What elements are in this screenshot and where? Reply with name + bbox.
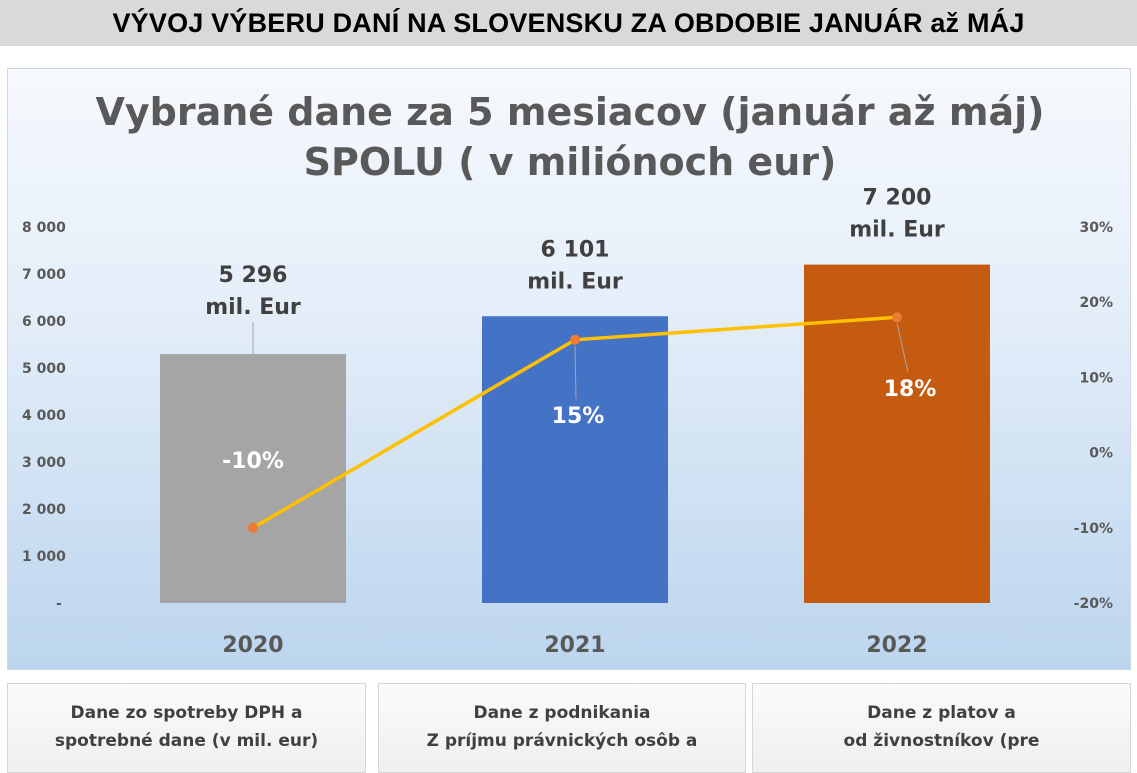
growth-point (570, 334, 580, 345)
left-axis-tick: 2 000 (22, 502, 66, 518)
left-axis-tick: 3 000 (22, 455, 66, 471)
card-wage-taxes[interactable]: Dane z platov a od živnostníkov (pre (752, 683, 1131, 773)
bar-unit-label: mil. Eur (527, 269, 623, 294)
bar-value-label: 6 101 (541, 237, 610, 262)
right-axis-tick: 0% (1089, 446, 1113, 462)
chart-title: SPOLU ( v miliónoch eur) (304, 140, 837, 184)
growth-label: -10% (222, 449, 284, 474)
category-label: 2020 (222, 633, 283, 658)
left-axis-tick: 1 000 (22, 549, 66, 565)
right-axis-tick: 30% (1079, 220, 1113, 236)
card-line: od živnostníkov (pre (843, 731, 1040, 751)
bar-value-label: 7 200 (863, 186, 932, 211)
left-axis-tick: 6 000 (22, 314, 66, 330)
page-banner-title: VÝVOJ VÝBERU DANÍ NA SLOVENSKU ZA OBDOBI… (0, 0, 1137, 46)
left-axis-tick: - (56, 596, 62, 612)
card-line: Dane z platov a (867, 703, 1016, 723)
left-axis-tick: 5 000 (22, 361, 66, 377)
combo-chart: Vybrané dane za 5 mesiacov (január až má… (22, 90, 1113, 658)
left-axis-tick: 4 000 (22, 408, 66, 424)
bar-unit-label: mil. Eur (849, 218, 945, 243)
category-label: 2022 (866, 633, 927, 658)
card-business-taxes[interactable]: Dane z podnikania Z príjmu právnických o… (378, 683, 746, 773)
growth-label: 18% (884, 377, 937, 402)
right-axis-tick: -20% (1074, 596, 1113, 612)
card-consumption-taxes[interactable]: Dane zo spotreby DPH a spotrebné dane (v… (7, 683, 366, 773)
category-label: 2021 (544, 633, 605, 658)
growth-label: 15% (552, 404, 605, 429)
chart-title: Vybrané dane za 5 mesiacov (január až má… (95, 90, 1044, 134)
right-axis-tick: 10% (1079, 370, 1113, 386)
card-line: Dane zo spotreby DPH a (70, 703, 303, 723)
left-axis-tick: 8 000 (22, 220, 66, 236)
card-line: Z príjmu právnických osôb a (426, 731, 698, 751)
right-axis-tick: 20% (1079, 295, 1113, 311)
bar-2020 (160, 354, 346, 603)
growth-point (248, 522, 258, 533)
right-axis-tick: -10% (1074, 521, 1113, 537)
left-axis-tick: 7 000 (22, 267, 66, 283)
card-line: spotrebné dane (v mil. eur) (54, 731, 319, 751)
card-line: Dane z podnikania (473, 703, 651, 723)
growth-label-leader (574, 345, 577, 400)
growth-label-leader (896, 323, 909, 373)
growth-point (892, 312, 902, 323)
bar-unit-label: mil. Eur (205, 295, 301, 320)
bar-value-label: 5 296 (219, 263, 288, 288)
